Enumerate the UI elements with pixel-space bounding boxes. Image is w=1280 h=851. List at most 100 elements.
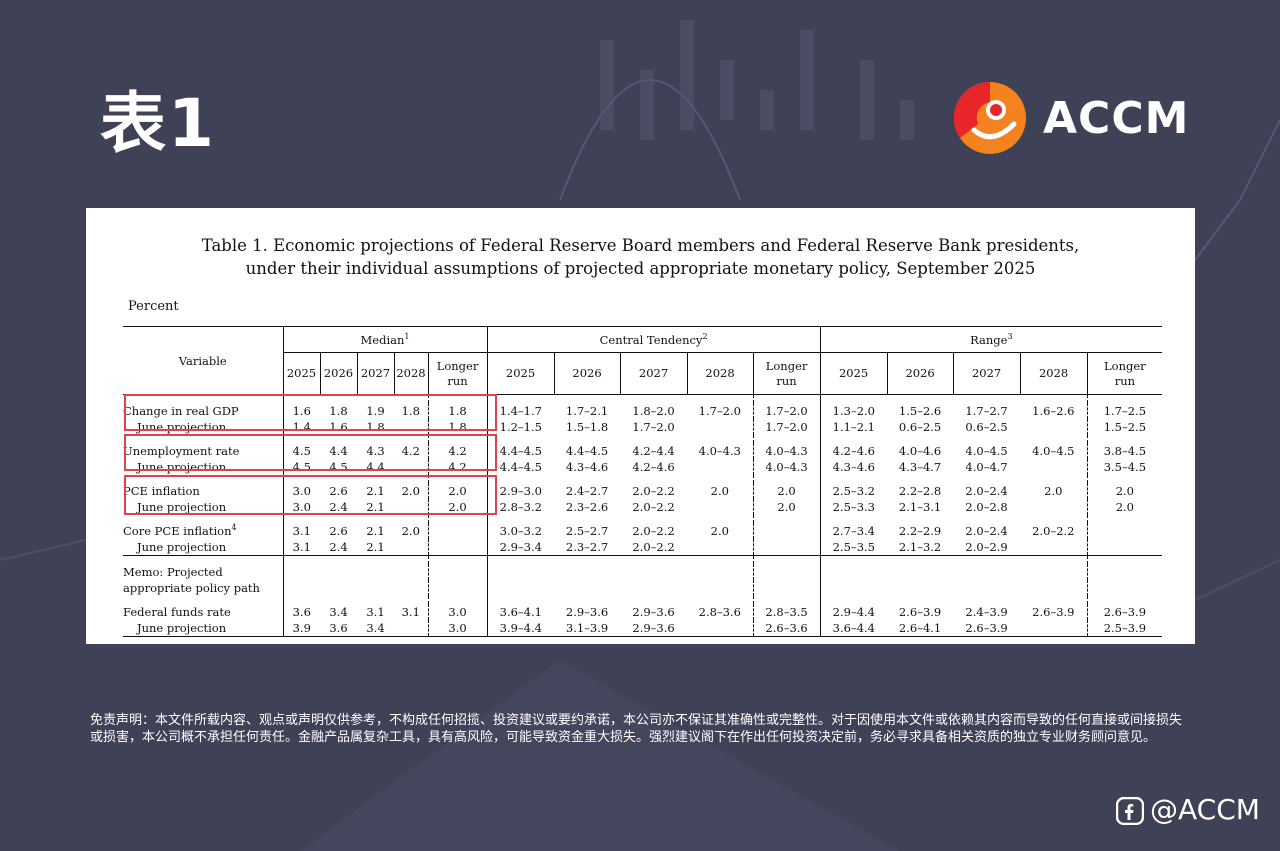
group-header-range: Range3 <box>819 326 1163 353</box>
table-cell: 2.9–3.6 <box>620 620 688 637</box>
year-header: 2025 <box>486 352 555 395</box>
table-cell: 2.0 <box>752 499 821 515</box>
table-cell: 2.4 <box>329 500 348 514</box>
table-cell <box>1020 620 1088 637</box>
table-cell: 2.9–3.4 <box>486 539 555 556</box>
table-cell: 2.5–2.7 <box>565 524 609 538</box>
table-cell: 3.0 <box>427 604 488 620</box>
table-unit: Percent <box>128 299 179 314</box>
table-cell: 2.0–2.4 <box>965 524 1008 538</box>
row-spacer <box>123 596 1163 604</box>
table-cell: 2.0 <box>401 524 420 538</box>
table-cell: 3.6–4.1 <box>486 604 555 620</box>
table-row: Federal funds rate 3.6 3.4 3.1 3.1 3.0 3.6–4.1… <box>123 604 1163 620</box>
table-cell: 2.8–3.6 <box>698 605 741 619</box>
table-cell: 2.9–3.6 <box>632 605 675 619</box>
table-cell <box>427 523 488 539</box>
table-cell: 2.4–3.9 <box>965 605 1008 619</box>
table-cell: 2.9–3.0 <box>486 483 555 499</box>
table-cell: 2.0 <box>427 499 488 515</box>
table-cell <box>427 539 488 556</box>
table-cell: 1.7–2.0 <box>632 420 675 434</box>
year-header: 2028 <box>1019 352 1088 395</box>
table-cell: 0.6–2.5 <box>898 420 942 434</box>
table-cell: 2.1–3.1 <box>898 500 942 514</box>
year-header: 2025 <box>819 352 888 395</box>
table-cell: 2.5–3.2 <box>819 483 888 499</box>
table-cell: 4.0–4.3 <box>752 459 821 475</box>
table-cell: 3.6–4.4 <box>819 620 888 637</box>
table-cell: 2.0 <box>1086 499 1163 515</box>
table-cell: 4.2–4.4 <box>632 444 675 458</box>
table-cell: 3.1 <box>366 605 385 619</box>
table-cell: 3.9–4.4 <box>486 620 555 637</box>
highlight-box-pce <box>124 475 497 515</box>
year-header: 2026 <box>886 352 954 395</box>
table-cell: 3.6 <box>320 620 357 637</box>
table-cell: 2.6–3.9 <box>898 605 942 619</box>
table-cell: 1.2–1.5 <box>486 419 555 435</box>
table-cell: 1.7–2.7 <box>965 404 1008 418</box>
table-cell: 2.0–2.2 <box>632 500 675 514</box>
year-header: 2028 <box>393 352 428 395</box>
table-cell: 1.6 <box>282 403 320 419</box>
highlight-box-gdp <box>124 394 497 431</box>
row-spacer <box>123 394 1163 403</box>
table-cell: 1.7–2.1 <box>565 404 609 418</box>
table-cell: 2.4–2.7 <box>565 484 609 498</box>
table-cell: 2.1 <box>366 500 385 514</box>
table-cell: 1.7–2.5 <box>1086 403 1163 419</box>
table-title: Table 1. Economic projections of Federal… <box>201 236 1080 278</box>
row-spacer <box>123 555 1163 564</box>
table-cell: 4.4–4.5 <box>486 443 555 459</box>
table-cell: 2.6 <box>329 524 348 538</box>
table-cell: 2.6–4.1 <box>887 620 954 637</box>
table-cell <box>687 419 753 435</box>
memo-row: Memo: Projected <box>123 564 1163 580</box>
year-header: 2026 <box>319 352 357 395</box>
table-cell: 1.8 <box>329 404 348 418</box>
table-cell <box>752 539 821 556</box>
row-spacer <box>123 515 1163 523</box>
table-cell: 1.6–2.6 <box>1032 404 1075 418</box>
table-cell: 1.5–1.8 <box>565 420 609 434</box>
table-cell <box>1020 459 1087 475</box>
table-cell: 4.0–4.7 <box>965 460 1008 474</box>
table-cell: 3.1 <box>401 605 420 619</box>
table-cell: 4.5 <box>282 443 320 459</box>
year-header: 2027 <box>619 352 688 395</box>
table-cell: 2.1–3.2 <box>898 540 942 554</box>
table-cell: 0.6–2.5 <box>965 420 1008 434</box>
table-cell: 1.8 <box>401 404 420 418</box>
table-cell: 4.4–4.5 <box>486 459 555 475</box>
table-cell: 2.0–2.2 <box>632 524 675 538</box>
table-cell: 2.2–2.9 <box>898 524 942 538</box>
table-cell <box>687 539 753 556</box>
table-cell: 2.8–3.2 <box>486 499 555 515</box>
disclaimer-text: 免责声明：本文件所载内容、观点或声明仅供参考，不构成任何招揽、投资建议或要约承诺… <box>90 713 1183 745</box>
table-cell: 3.0 <box>427 620 488 637</box>
longer-run-header: Longer run <box>752 352 821 395</box>
table-cell: 3.8–4.5 <box>1086 443 1163 459</box>
table-cell: 4.2 <box>427 443 488 459</box>
table-cell: 4.0–4.6 <box>898 444 942 458</box>
table-cell: 4.4 <box>329 444 348 458</box>
table-cell: 2.0–2.2 <box>632 484 675 498</box>
row-spacer <box>123 475 1163 483</box>
memo-label: Memo: Projected <box>123 565 223 579</box>
row-label: PCE inflation <box>123 484 200 498</box>
table-cell <box>394 539 428 556</box>
table-cell: 2.0 <box>752 483 821 499</box>
table-cell: 2.0–2.2 <box>632 540 675 554</box>
table-cell: 2.0 <box>401 484 420 498</box>
table-cell: 3.9 <box>282 620 320 637</box>
table-cell: 4.0–4.3 <box>752 443 821 459</box>
year-header: 2027 <box>356 352 394 395</box>
table-cell: 2.4 <box>329 540 348 554</box>
table-cell: 1.5–2.5 <box>1086 419 1163 435</box>
table-cell: 4.0–4.5 <box>1032 444 1075 458</box>
table-cell: 2.5–3.3 <box>819 499 888 515</box>
table-cell: 2.0 <box>1044 484 1063 498</box>
table-cell: 2.5–3.9 <box>1086 620 1163 637</box>
table-cell: 3.4 <box>329 605 348 619</box>
